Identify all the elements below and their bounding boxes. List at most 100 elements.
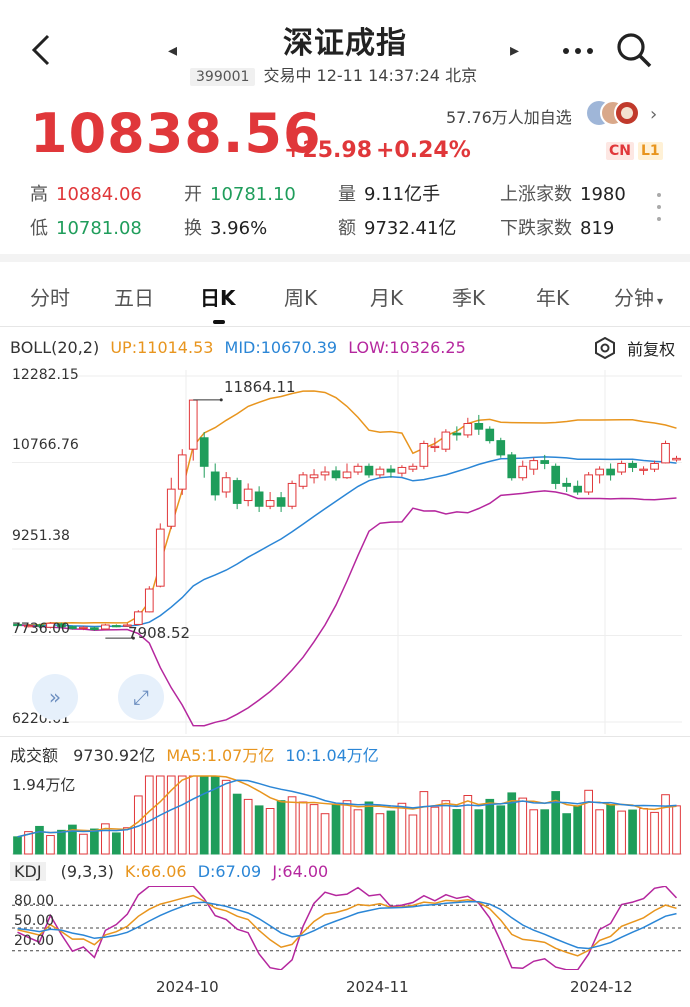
- candle: [408, 465, 418, 470]
- candle: [144, 588, 154, 613]
- candle: [518, 465, 528, 479]
- volume-bar: [177, 775, 187, 855]
- candle: [364, 465, 374, 476]
- watchers-count[interactable]: 57.76万人加自选: [446, 108, 572, 127]
- adjust-settings[interactable]: 前复权: [594, 336, 675, 360]
- candle: [155, 528, 165, 587]
- date-label-0: 2024-10: [156, 978, 219, 996]
- kdj-legend: KDJ (9,3,3) K:66.06 D:67.09 J:64.00: [10, 862, 328, 881]
- candle: [68, 626, 77, 629]
- date-label-2: 2024-12: [570, 978, 633, 996]
- volume-ma10-line: [17, 779, 677, 838]
- tab-daily-k[interactable]: 日K: [200, 286, 236, 310]
- period-tabs: 分时 五日 日K 周K 月K 季K 年K 分钟 ▾: [0, 282, 690, 324]
- fast-forward-button[interactable]: »: [32, 674, 78, 720]
- volume-bar: [320, 813, 330, 855]
- tab-minute[interactable]: 分钟 ▾: [614, 286, 664, 310]
- volume-bar: [463, 795, 473, 855]
- candle: [90, 627, 99, 631]
- dropdown-icon: ▾: [657, 294, 664, 308]
- volume-bar: [287, 796, 297, 855]
- candle: [551, 465, 561, 484]
- current-price: 10838.56: [30, 102, 322, 165]
- volume-bar: [188, 775, 198, 855]
- volume-axis-label: 1.94万亿: [12, 776, 76, 794]
- volume-divider: [0, 736, 690, 737]
- candle: [485, 428, 495, 442]
- candle: [24, 625, 33, 628]
- candle: [265, 500, 275, 507]
- price-axis-label-2: 9251.38: [12, 528, 70, 544]
- volume-bar: [518, 797, 528, 855]
- candle: [452, 432, 462, 436]
- volume-bar: [584, 789, 593, 855]
- candle: [639, 468, 648, 471]
- candle: [309, 474, 319, 479]
- status-line: 399001 交易中 12-11 14:37:24 北京: [190, 62, 477, 86]
- stat-volume: 量 9.11亿手: [338, 184, 441, 205]
- page-title: 深证成指: [283, 26, 407, 61]
- price-axis-label-3: 7736.00: [12, 621, 70, 637]
- volume-bar: [529, 809, 539, 855]
- candle: [540, 460, 550, 464]
- candle: [57, 623, 66, 628]
- chevron-right-icon[interactable]: ›: [650, 104, 658, 125]
- vertical-more-icon[interactable]: [654, 190, 664, 224]
- candle: [661, 442, 670, 464]
- volume-bar: [122, 827, 132, 855]
- level-badge: L1: [638, 142, 663, 160]
- tab-quarterly-k[interactable]: 季K: [452, 286, 486, 310]
- candle: [232, 480, 242, 504]
- candle: [430, 445, 440, 449]
- candle: [79, 626, 88, 629]
- candle: [166, 488, 176, 527]
- kdj-chart[interactable]: [0, 886, 690, 970]
- candle: [254, 491, 264, 507]
- candle: [628, 462, 637, 468]
- volume-bar: [650, 811, 659, 855]
- candle: [375, 468, 385, 476]
- volume-bar: [57, 829, 66, 855]
- volume-bar: [331, 804, 341, 855]
- tab-intraday[interactable]: 分时: [30, 286, 70, 310]
- volume-bar: [485, 798, 495, 855]
- candle: [188, 399, 198, 450]
- volume-bar: [24, 831, 33, 855]
- volume-bar: [79, 833, 88, 855]
- max-leader-dot: [219, 398, 223, 402]
- candle: [386, 468, 396, 473]
- tab-monthly-k[interactable]: 月K: [370, 286, 404, 310]
- volume-bar: [452, 809, 462, 855]
- candle: [122, 624, 132, 627]
- volume-bar: [364, 801, 374, 855]
- volume-legend: 成交额 9730.92亿 MA5:1.07万亿 10:1.04万亿: [10, 746, 379, 765]
- volume-bar: [353, 809, 363, 855]
- volume-bar: [265, 808, 275, 855]
- candle: [276, 497, 286, 507]
- more-icon[interactable]: [560, 36, 596, 66]
- volume-bar: [276, 800, 286, 855]
- back-icon[interactable]: [26, 30, 56, 70]
- trading-status: 交易中 12-11 14:37:24 北京: [263, 66, 478, 85]
- volume-bar: [342, 800, 352, 855]
- next-stock-arrow[interactable]: ▸: [510, 40, 520, 61]
- volume-bar: [375, 813, 385, 855]
- tab-weekly-k[interactable]: 周K: [284, 286, 318, 310]
- volume-chart[interactable]: [0, 766, 690, 856]
- search-icon[interactable]: [614, 30, 654, 70]
- candle: [463, 423, 473, 436]
- kdj-level-20: 20.00: [14, 933, 55, 949]
- tab-five-day[interactable]: 五日: [114, 286, 154, 310]
- volume-bar: [408, 814, 418, 855]
- prev-stock-arrow[interactable]: ◂: [168, 40, 178, 61]
- volume-bar: [496, 805, 506, 855]
- kdj-k-line: [17, 894, 677, 957]
- price-axis-label-0: 12282.15: [12, 367, 79, 383]
- candlestick-chart[interactable]: [0, 362, 690, 734]
- candle: [320, 471, 330, 476]
- kdj-j-line: [17, 886, 678, 970]
- tab-yearly-k[interactable]: 年K: [536, 286, 570, 310]
- hexagon-settings-icon: [595, 336, 615, 360]
- volume-bar: [573, 805, 582, 855]
- expand-icon[interactable]: ⤢: [118, 674, 164, 720]
